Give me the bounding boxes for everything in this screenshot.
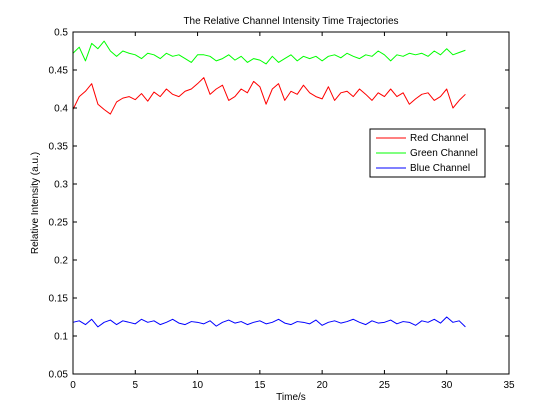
plot-area [73, 32, 509, 374]
x-tick-label: 20 [317, 380, 329, 391]
y-tick-label: 0.2 [54, 256, 68, 267]
x-axis-title: Time/s [276, 392, 306, 403]
legend-label-green-channel: Green Channel [410, 148, 478, 159]
legend-label-red-channel: Red Channel [410, 133, 468, 144]
plot-frame [72, 31, 510, 375]
y-tick-label: 0.45 [49, 66, 69, 77]
x-tick-label: 5 [133, 380, 139, 391]
series-line-red-channel [72, 77, 466, 115]
y-tick-label: 0.1 [54, 332, 68, 343]
y-tick-label: 0.05 [49, 370, 69, 381]
x-tick-label: 30 [441, 380, 453, 391]
x-tick-label: 10 [192, 380, 204, 391]
y-tick-label: 0.25 [49, 218, 69, 229]
series-line-blue-channel [72, 316, 466, 328]
y-axis-title: Relative Intensity (a.u.) [30, 152, 41, 254]
y-tick-label: 0.5 [54, 28, 68, 39]
chart-title: The Relative Channel Intensity Time Traj… [183, 16, 398, 27]
y-tick-label: 0.4 [54, 104, 68, 115]
x-axis: 0 5 10 15 20 25 30 35 [70, 32, 515, 391]
legend: Red Channel Green Channel Blue Channel [369, 128, 486, 178]
y-tick-label: 0.3 [54, 180, 68, 191]
x-tick-label: 25 [379, 380, 391, 391]
y-axis: 0.05 0.1 0.15 0.2 0.25 0.3 0.35 0.4 0.45 0.5 [49, 28, 509, 381]
y-tick-label: 0.35 [49, 142, 69, 153]
x-tick-label: 0 [70, 380, 76, 391]
x-tick-label: 35 [503, 380, 515, 391]
series-layer [72, 40, 466, 328]
x-tick-label: 15 [254, 380, 266, 391]
y-tick-label: 0.15 [49, 294, 69, 305]
legend-label-blue-channel: Blue Channel [410, 163, 470, 174]
series-line-green-channel [72, 40, 466, 65]
